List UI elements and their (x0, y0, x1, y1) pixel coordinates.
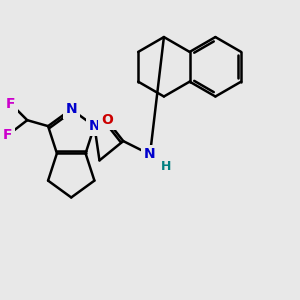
Text: H: H (161, 160, 172, 173)
Text: F: F (3, 128, 13, 142)
Text: N: N (88, 119, 100, 133)
Text: N: N (144, 148, 156, 161)
Text: O: O (101, 113, 113, 127)
Text: N: N (65, 102, 77, 116)
Text: F: F (6, 97, 16, 111)
